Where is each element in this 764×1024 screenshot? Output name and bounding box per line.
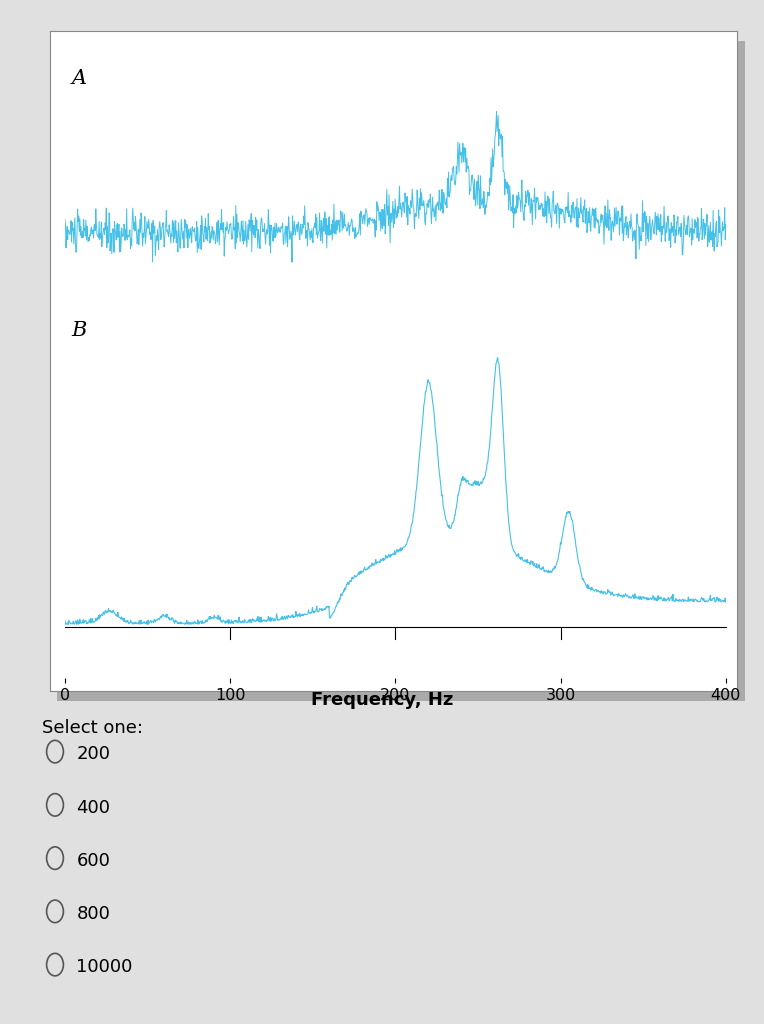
Text: 800: 800 xyxy=(76,905,110,924)
Text: B: B xyxy=(72,321,87,340)
Text: 10000: 10000 xyxy=(76,958,133,977)
Text: 400: 400 xyxy=(76,799,111,817)
Text: 200: 200 xyxy=(76,745,111,764)
Text: Select one:: Select one: xyxy=(42,719,143,737)
Text: 600: 600 xyxy=(76,852,110,870)
Text: A: A xyxy=(72,69,86,88)
Text: Frequency, Hz: Frequency, Hz xyxy=(311,691,453,710)
